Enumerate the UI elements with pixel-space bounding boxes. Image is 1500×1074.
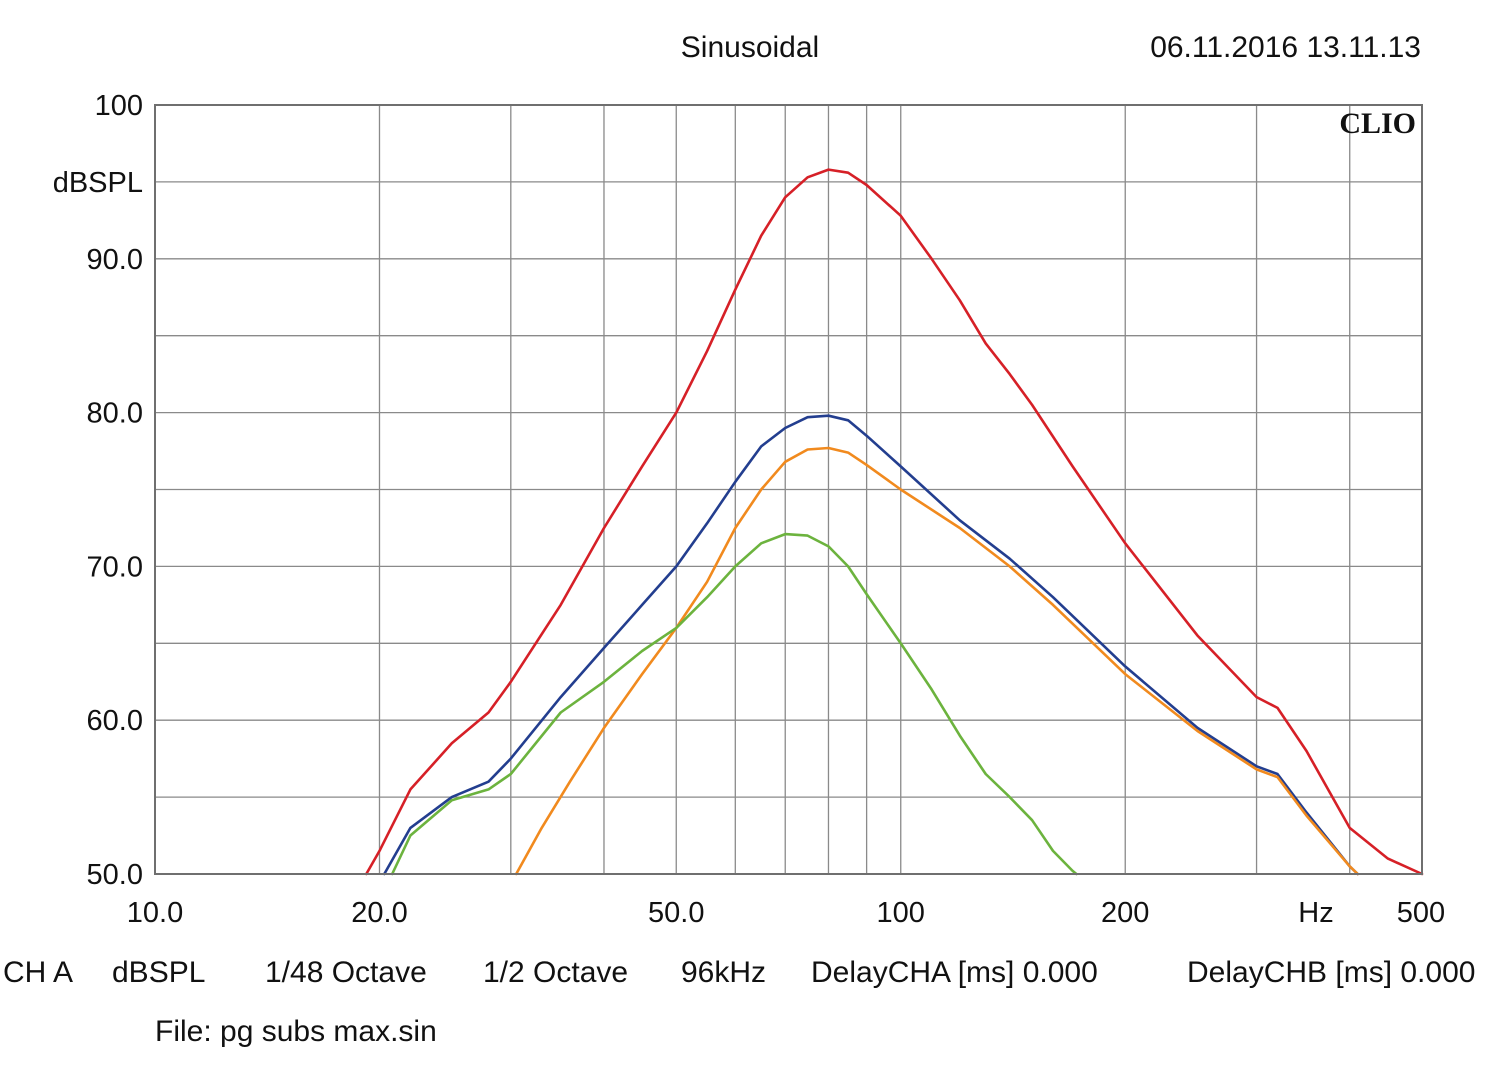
x-axis-label: Hz	[1298, 897, 1333, 929]
y-tick-label: 70.0	[87, 551, 143, 583]
x-tick-labels: 10.0 20.0 50.0 100 200 500	[127, 897, 1445, 929]
settings-item: dBSPL	[112, 956, 205, 989]
series-line-4	[390, 532, 1078, 876]
x-tick-label: 10.0	[127, 897, 183, 929]
settings-footer: CH A dBSPL 1/48 Octave 1/2 Octave 96kHz Delay…	[3, 956, 1475, 989]
x-tick-label: 20.0	[351, 897, 407, 929]
file-label: File: pg subs max.sin	[155, 1015, 437, 1048]
settings-item: DelayCHB [ms] 0.000	[1187, 956, 1475, 989]
chart-title: Sinusoidal	[681, 31, 819, 64]
grid-lines	[155, 105, 1422, 874]
y-tick-label: 100	[95, 90, 143, 122]
series-line-2	[382, 414, 1359, 876]
y-tick-label: 60.0	[87, 705, 143, 737]
settings-item: 96kHz	[681, 956, 766, 989]
settings-item: 1/2 Octave	[483, 956, 628, 989]
brand-logo: CLIO	[1339, 107, 1416, 140]
settings-item: DelayCHA [ms] 0.000	[811, 956, 1098, 989]
y-tick-label: 80.0	[87, 398, 143, 430]
x-tick-label: 500	[1397, 897, 1445, 929]
settings-item: 1/48 Octave	[265, 956, 427, 989]
plot-frame	[154, 104, 1423, 875]
timestamp: 06.11.2016 13.11.13	[1150, 31, 1421, 64]
series-line-1	[364, 168, 1424, 876]
y-tick-label: 90.0	[87, 244, 143, 276]
settings-item: CH A	[3, 956, 73, 989]
x-tick-label: 50.0	[648, 897, 704, 929]
y-tick-label: 50.0	[87, 859, 143, 891]
series-line-3	[514, 446, 1359, 876]
y-tick-labels: 100 90.0 80.0 70.0 60.0 50.0	[87, 90, 143, 891]
y-axis-label: dBSPL	[53, 167, 143, 199]
x-tick-label: 200	[1101, 897, 1149, 929]
x-tick-label: 100	[877, 897, 925, 929]
series-lines	[364, 168, 1424, 876]
